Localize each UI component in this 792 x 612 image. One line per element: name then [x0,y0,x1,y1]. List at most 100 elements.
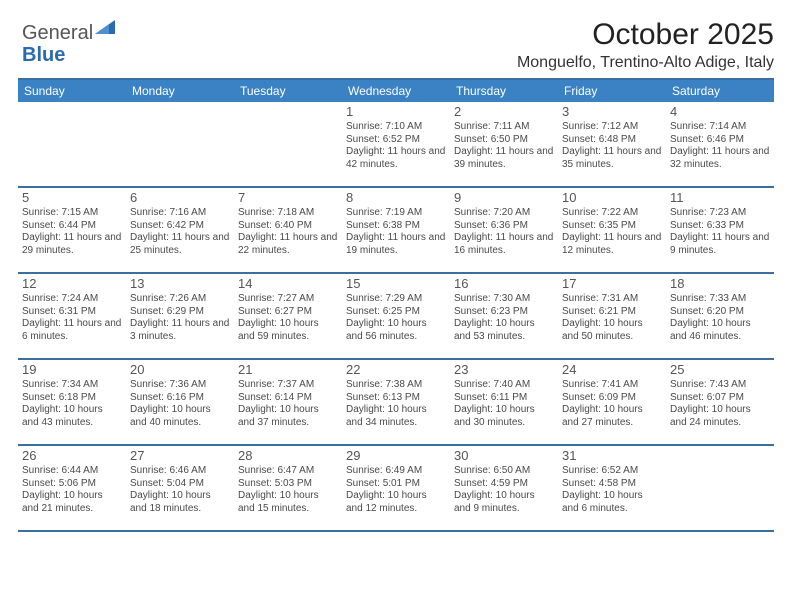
empty-day-cell [18,102,126,186]
day-number: 18 [670,276,770,292]
sunset-text: Sunset: 6:48 PM [562,134,662,147]
sunset-text: Sunset: 6:21 PM [562,306,662,319]
daylight-text: Daylight: 10 hours and 37 minutes. [238,404,338,429]
daylight-text: Daylight: 11 hours and 9 minutes. [670,232,770,257]
day-number: 9 [454,190,554,206]
day-number: 16 [454,276,554,292]
sunrise-text: Sunrise: 7:11 AM [454,121,554,134]
sunset-text: Sunset: 6:31 PM [22,306,122,319]
daylight-text: Daylight: 10 hours and 43 minutes. [22,404,122,429]
sunset-text: Sunset: 6:09 PM [562,392,662,405]
dow-header: Friday [558,80,666,102]
sunset-text: Sunset: 6:23 PM [454,306,554,319]
daylight-text: Daylight: 10 hours and 18 minutes. [130,490,230,515]
sunset-text: Sunset: 6:13 PM [346,392,446,405]
calendar-week: 1Sunrise: 7:10 AMSunset: 6:52 PMDaylight… [18,102,774,188]
daylight-text: Daylight: 10 hours and 46 minutes. [670,318,770,343]
daylight-text: Daylight: 10 hours and 12 minutes. [346,490,446,515]
daylight-text: Daylight: 10 hours and 24 minutes. [670,404,770,429]
sunrise-text: Sunrise: 6:49 AM [346,465,446,478]
daylight-text: Daylight: 10 hours and 40 minutes. [130,404,230,429]
dow-header: Wednesday [342,80,450,102]
daylight-text: Daylight: 10 hours and 6 minutes. [562,490,662,515]
day-cell: 25Sunrise: 7:43 AMSunset: 6:07 PMDayligh… [666,360,774,444]
sunrise-text: Sunrise: 7:18 AM [238,207,338,220]
daylight-text: Daylight: 11 hours and 6 minutes. [22,318,122,343]
day-number: 13 [130,276,230,292]
day-cell: 19Sunrise: 7:34 AMSunset: 6:18 PMDayligh… [18,360,126,444]
logo-text-part2-wrap: Blue [22,44,65,67]
day-number: 24 [562,362,662,378]
empty-day-cell [666,446,774,530]
day-number: 23 [454,362,554,378]
sunset-text: Sunset: 6:11 PM [454,392,554,405]
sunset-text: Sunset: 5:01 PM [346,478,446,491]
daylight-text: Daylight: 11 hours and 12 minutes. [562,232,662,257]
day-cell: 24Sunrise: 7:41 AMSunset: 6:09 PMDayligh… [558,360,666,444]
dow-header: Saturday [666,80,774,102]
daylight-text: Daylight: 10 hours and 50 minutes. [562,318,662,343]
day-number: 19 [22,362,122,378]
day-number: 29 [346,448,446,464]
day-number: 28 [238,448,338,464]
sunrise-text: Sunrise: 7:30 AM [454,293,554,306]
sunset-text: Sunset: 6:35 PM [562,220,662,233]
sunset-text: Sunset: 6:16 PM [130,392,230,405]
day-cell: 27Sunrise: 6:46 AMSunset: 5:04 PMDayligh… [126,446,234,530]
daylight-text: Daylight: 10 hours and 21 minutes. [22,490,122,515]
day-number: 26 [22,448,122,464]
sunrise-text: Sunrise: 7:16 AM [130,207,230,220]
day-number: 5 [22,190,122,206]
sunrise-text: Sunrise: 7:29 AM [346,293,446,306]
page-title: October 2025 [18,14,774,52]
sunset-text: Sunset: 6:40 PM [238,220,338,233]
sunrise-text: Sunrise: 7:31 AM [562,293,662,306]
day-cell: 26Sunrise: 6:44 AMSunset: 5:06 PMDayligh… [18,446,126,530]
sunset-text: Sunset: 6:25 PM [346,306,446,319]
sunset-text: Sunset: 6:46 PM [670,134,770,147]
calendar-week: 5Sunrise: 7:15 AMSunset: 6:44 PMDaylight… [18,188,774,274]
day-number: 10 [562,190,662,206]
day-cell: 16Sunrise: 7:30 AMSunset: 6:23 PMDayligh… [450,274,558,358]
sunrise-text: Sunrise: 7:20 AM [454,207,554,220]
day-cell: 23Sunrise: 7:40 AMSunset: 6:11 PMDayligh… [450,360,558,444]
sunrise-text: Sunrise: 7:34 AM [22,379,122,392]
sunset-text: Sunset: 6:27 PM [238,306,338,319]
day-cell: 12Sunrise: 7:24 AMSunset: 6:31 PMDayligh… [18,274,126,358]
calendar-week: 12Sunrise: 7:24 AMSunset: 6:31 PMDayligh… [18,274,774,360]
daylight-text: Daylight: 11 hours and 32 minutes. [670,146,770,171]
day-number: 20 [130,362,230,378]
day-cell: 21Sunrise: 7:37 AMSunset: 6:14 PMDayligh… [234,360,342,444]
sunrise-text: Sunrise: 7:40 AM [454,379,554,392]
dow-header: Sunday [18,80,126,102]
daylight-text: Daylight: 10 hours and 53 minutes. [454,318,554,343]
day-cell: 29Sunrise: 6:49 AMSunset: 5:01 PMDayligh… [342,446,450,530]
day-cell: 6Sunrise: 7:16 AMSunset: 6:42 PMDaylight… [126,188,234,272]
day-number: 21 [238,362,338,378]
sunrise-text: Sunrise: 7:27 AM [238,293,338,306]
day-number: 6 [130,190,230,206]
day-cell: 10Sunrise: 7:22 AMSunset: 6:35 PMDayligh… [558,188,666,272]
calendar-page: General Blue October 2025 Monguelfo, Tre… [0,0,792,612]
day-cell: 17Sunrise: 7:31 AMSunset: 6:21 PMDayligh… [558,274,666,358]
day-number: 8 [346,190,446,206]
day-cell: 18Sunrise: 7:33 AMSunset: 6:20 PMDayligh… [666,274,774,358]
daylight-text: Daylight: 11 hours and 16 minutes. [454,232,554,257]
logo-text-part1: General [22,22,93,45]
daylight-text: Daylight: 11 hours and 35 minutes. [562,146,662,171]
sunrise-text: Sunrise: 6:44 AM [22,465,122,478]
day-number: 14 [238,276,338,292]
day-cell: 4Sunrise: 7:14 AMSunset: 6:46 PMDaylight… [666,102,774,186]
sunset-text: Sunset: 6:38 PM [346,220,446,233]
day-cell: 3Sunrise: 7:12 AMSunset: 6:48 PMDaylight… [558,102,666,186]
dow-header: Tuesday [234,80,342,102]
day-cell: 22Sunrise: 7:38 AMSunset: 6:13 PMDayligh… [342,360,450,444]
day-number: 11 [670,190,770,206]
sunset-text: Sunset: 5:04 PM [130,478,230,491]
day-number: 27 [130,448,230,464]
dow-header: Monday [126,80,234,102]
day-of-week-row: SundayMondayTuesdayWednesdayThursdayFrid… [18,80,774,102]
day-number: 15 [346,276,446,292]
daylight-text: Daylight: 10 hours and 9 minutes. [454,490,554,515]
daylight-text: Daylight: 10 hours and 59 minutes. [238,318,338,343]
